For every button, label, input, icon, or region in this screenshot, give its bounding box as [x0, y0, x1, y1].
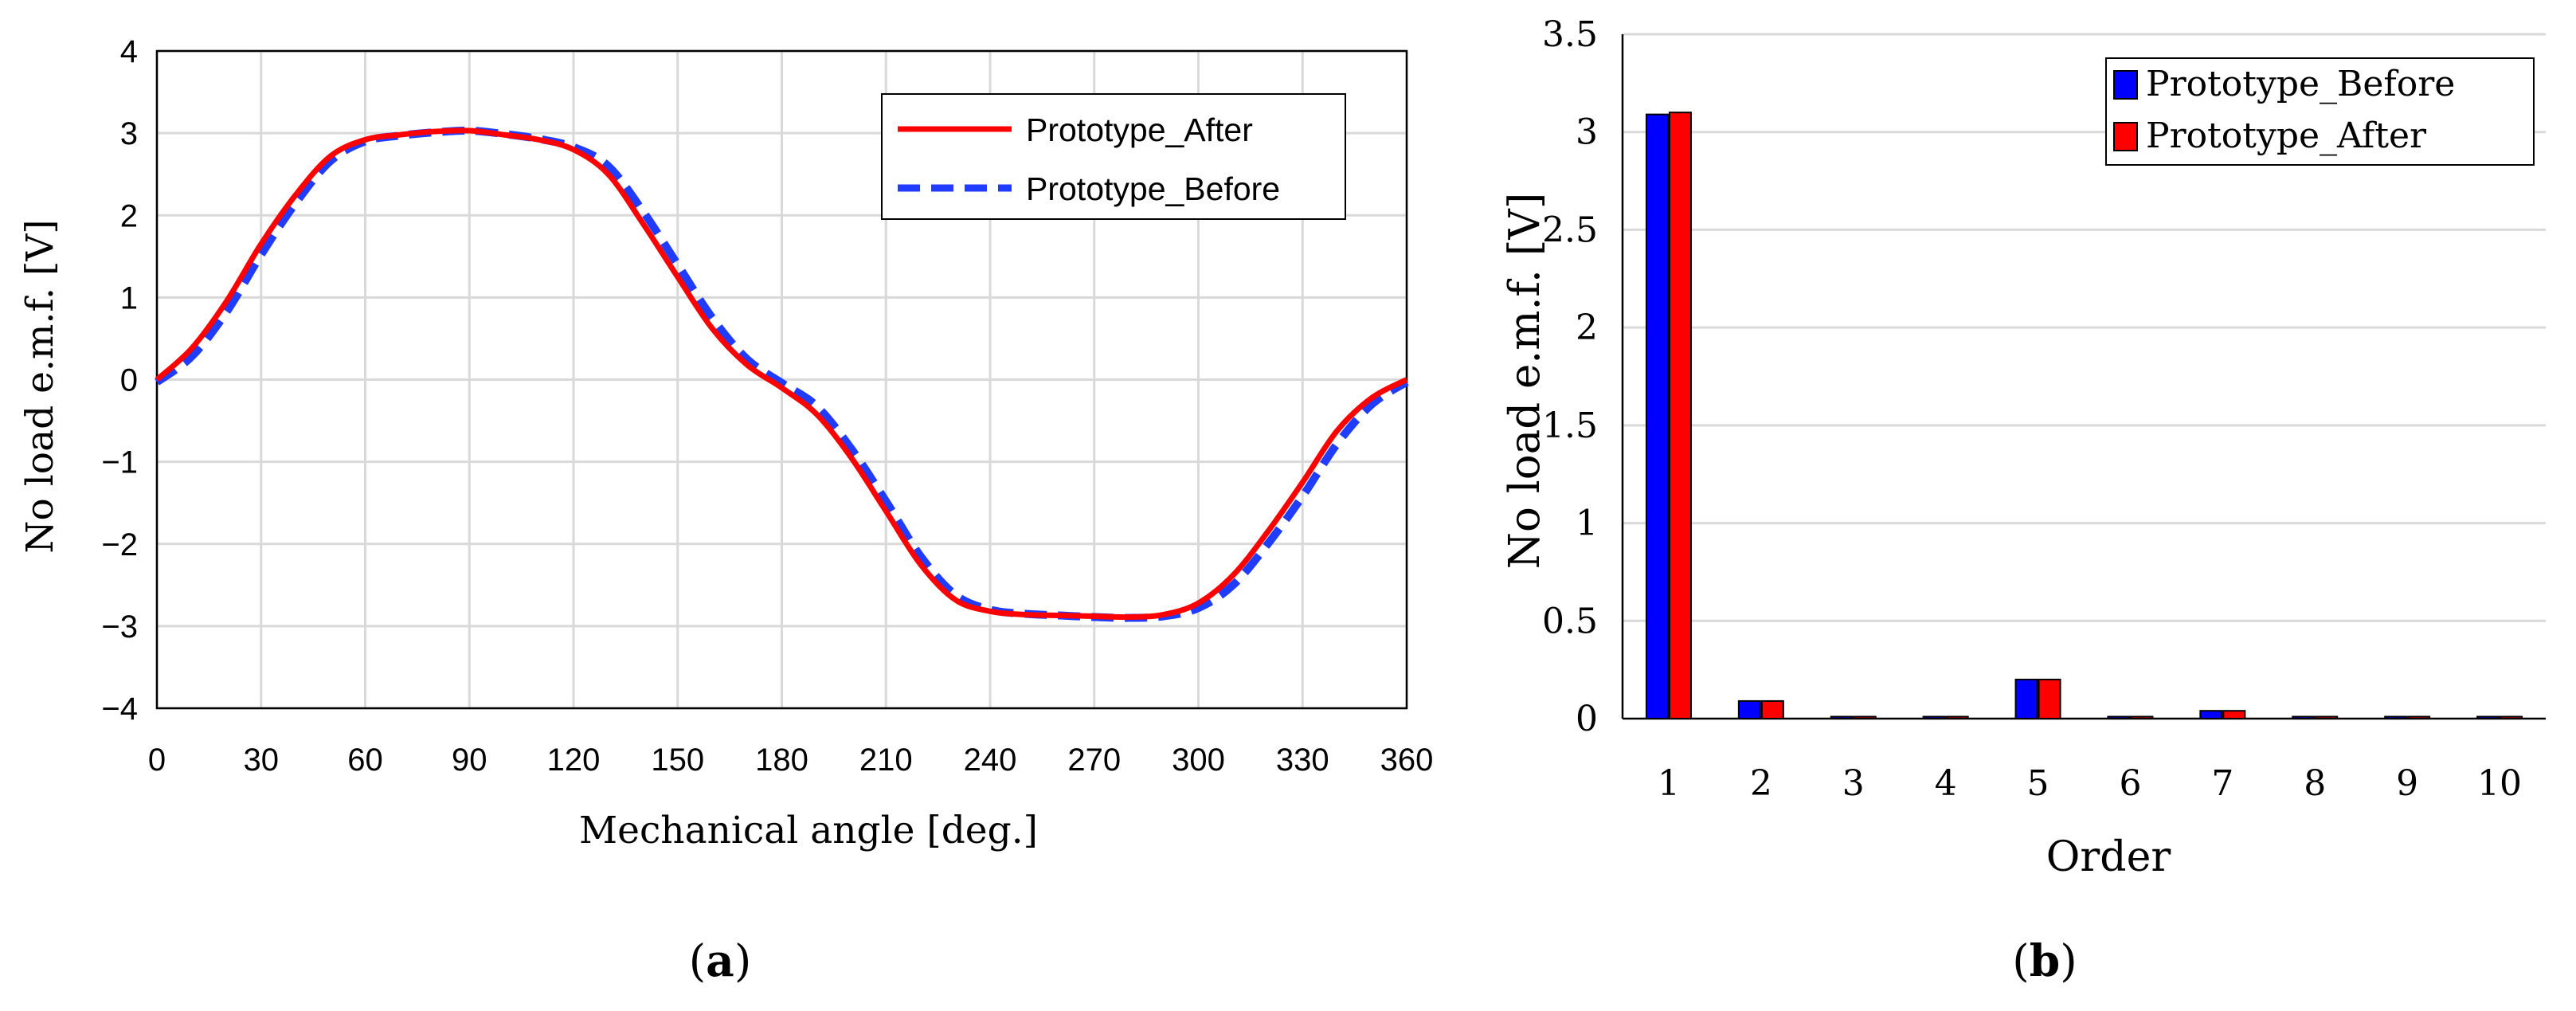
x-tick-label: 360	[1380, 743, 1434, 778]
x-tick-label: 150	[651, 743, 704, 778]
x-tick-label: 180	[755, 743, 808, 778]
y-tick-label: −2	[101, 527, 138, 562]
y-tick-label: −3	[101, 609, 138, 645]
x-tick-label: 90	[452, 743, 487, 778]
x-tick-label: 330	[1276, 743, 1329, 778]
y-tick-label: −1	[101, 445, 138, 480]
y-tick-label: 1	[120, 280, 138, 315]
x-tick-label: 240	[964, 743, 1017, 778]
x-tick-label: 7	[2211, 763, 2233, 804]
x-axis-label: Order	[2046, 833, 2171, 881]
x-tick-label: 9	[2396, 763, 2418, 804]
x-tick-label: 210	[859, 743, 913, 778]
bar-before	[1830, 715, 1854, 720]
x-tick-label: 30	[244, 743, 280, 778]
bar-before	[1645, 113, 1669, 719]
y-tick-label: 1	[1576, 504, 1598, 544]
y-tick-label: 2	[1576, 308, 1598, 348]
legend-label-after: Prototype_After	[2146, 116, 2427, 156]
legend-box	[2105, 57, 2535, 166]
bar-after	[2222, 710, 2246, 720]
panel-label-b: (b)	[2012, 935, 2077, 986]
y-tick-label: 0	[120, 363, 138, 398]
bar-before	[2107, 715, 2131, 720]
legend-box	[881, 93, 1346, 220]
bar-after	[1668, 112, 1692, 719]
y-tick-label: 3	[120, 116, 138, 151]
x-axis-label: Mechanical angle [deg.]	[579, 809, 1038, 852]
y-tick-label: 1.5	[1542, 406, 1598, 446]
bar-before	[2292, 715, 2316, 720]
bar-after	[2315, 715, 2339, 720]
x-tick-label: 1	[1658, 763, 1680, 804]
y-tick-labels: 4 3 2 1 0 −1 −2 −3 −4	[101, 34, 138, 727]
x-tick-label: 8	[2304, 763, 2326, 804]
y-tick-label: 2.5	[1542, 210, 1598, 250]
x-tick-label: 120	[547, 743, 601, 778]
bar-after	[1853, 715, 1877, 720]
bar-before	[2384, 715, 2408, 720]
x-tick-label: 2	[1750, 763, 1772, 804]
y-tick-label: 2	[120, 198, 138, 233]
bar-before	[1922, 715, 1946, 720]
bar-after	[2500, 715, 2523, 720]
bar-chart-panel: 0 0.5 1 1.5 2 2.5 3 3.5 1 2 3 4 5 6 7 8 9 10 Order No lo…	[1501, 14, 2546, 986]
series-group	[155, 126, 1409, 622]
bar-before	[2014, 678, 2038, 720]
x-tick-label: 4	[1935, 763, 1957, 804]
x-tick-label: 3	[1842, 763, 1865, 804]
y-tick-labels: 0 0.5 1 1.5 2 2.5 3 3.5	[1542, 14, 1598, 739]
legend-swatch-after	[2113, 122, 2138, 151]
bar-after	[2407, 715, 2431, 720]
y-tick-label: 3.5	[1542, 14, 1598, 55]
x-tick-label: 5	[2027, 763, 2049, 804]
x-tick-label: 6	[2119, 763, 2141, 804]
y-tick-label: 0	[1576, 699, 1598, 739]
legend: Prototype_Before Prototype_After	[2105, 57, 2535, 166]
legend: Prototype_After Prototype_Before	[881, 93, 1346, 220]
bar-before	[2476, 715, 2500, 720]
legend-label-after: Prototype_After	[1026, 112, 1253, 148]
bar-before	[2199, 710, 2223, 720]
legend-label-before: Prototype_Before	[1026, 170, 1280, 207]
bar-after	[1760, 699, 1784, 720]
y-tick-label: −4	[101, 692, 138, 727]
x-tick-labels: 0 30 60 90 120 150 180 210 240 270 300 330 360	[148, 743, 1434, 778]
x-tick-label: 0	[148, 743, 166, 778]
y-axis-label: No load e.m.f. [V]	[1501, 193, 1549, 570]
legend-swatch-before	[2113, 70, 2138, 100]
legend-label-before: Prototype_Before	[2146, 64, 2455, 104]
y-tick-label: 3	[1576, 112, 1598, 153]
y-tick-label: 4	[120, 34, 138, 69]
series-line-after	[155, 127, 1408, 621]
x-tick-label: 10	[2477, 763, 2522, 804]
bar-after	[2038, 678, 2061, 720]
bars-group	[1645, 112, 2523, 720]
bar-before	[1737, 699, 1761, 720]
bar-after	[1945, 715, 1969, 720]
bar-after	[2130, 715, 2154, 720]
x-tick-labels: 1 2 3 4 5 6 7 8 9 10	[1658, 763, 2522, 804]
panel-label-a: (a)	[689, 935, 752, 986]
x-tick-label: 300	[1172, 743, 1225, 778]
x-tick-label: 270	[1067, 743, 1121, 778]
y-tick-label: 0.5	[1542, 601, 1598, 641]
x-tick-label: 60	[347, 743, 383, 778]
y-axis-label: No load e.m.f. [V]	[18, 219, 62, 553]
